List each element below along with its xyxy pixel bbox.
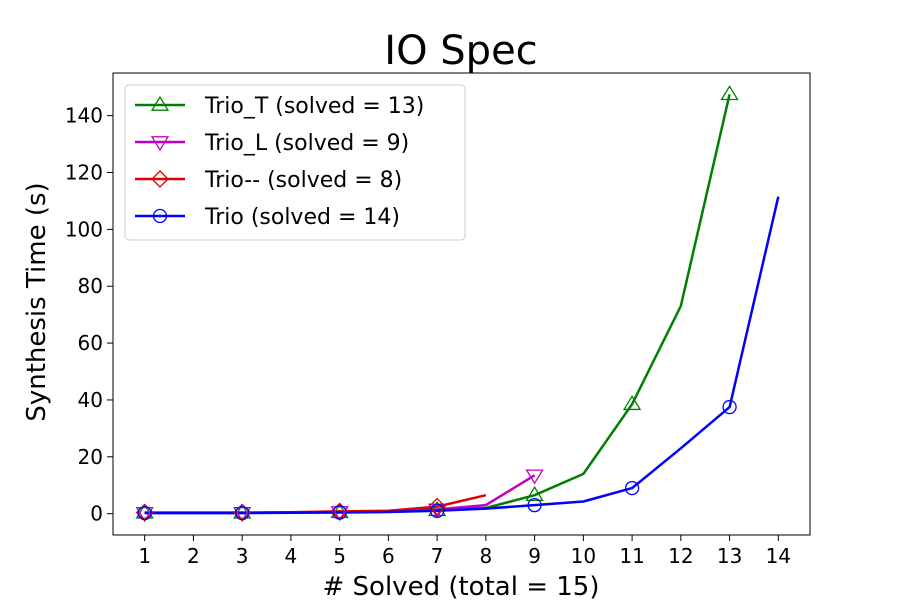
data-point-0-4 [330,503,349,519]
x-tick-label: 4 [285,544,298,568]
data-point-2-6 [428,497,447,516]
x-tick-label: 10 [571,544,596,568]
x-tick-label: 9 [528,544,541,568]
data-point-0-2 [233,503,252,519]
x-tick-label: 1 [138,544,151,568]
y-tick-label: 100 [65,217,103,241]
data-point-1-2 [233,506,252,523]
data-point-1-0 [135,506,154,523]
data-point-0-8 [525,485,544,502]
y-tick-label: 40 [78,388,103,412]
y-tick-label: 20 [78,445,103,469]
data-point-0-10 [622,394,642,411]
plot-markers [135,85,739,523]
data-point-3-10 [624,480,640,496]
x-tick-label: 3 [236,544,249,568]
legend: Trio_T (solved = 13) Trio_L (solved = 9) T… [124,84,466,241]
legend-label-1: Trio_L (solved = 9) [204,131,409,156]
x-tick-label: 8 [480,544,493,568]
x-tick-label: 7 [431,544,444,568]
chart-title: IO Spec [384,28,537,74]
y-tick-label: 60 [78,331,103,355]
x-axis-label: # Solved (total = 15) [323,572,600,600]
legend-label-2: Trio-- (solved = 8) [204,168,402,193]
data-point-3-8 [527,497,542,513]
data-point-1-8 [525,469,544,485]
data-point-3-0 [137,505,152,521]
data-point-3-4 [332,505,347,520]
x-tick-label: 11 [619,544,644,568]
legend-marker-3 [152,208,168,224]
legend-label-0: Trio_T (solved = 13) [204,94,424,119]
legend-marker-0 [150,95,170,111]
y-tick-label: 120 [65,161,103,185]
legend-marker-1 [150,136,170,152]
legend-box [124,84,466,241]
x-tick-label: 12 [668,544,693,568]
y-tick-label: 0 [90,502,103,526]
legend-marker-2 [151,170,169,188]
x-tick-label: 13 [717,544,742,568]
data-point-1-4 [330,506,349,522]
plot-frame [112,72,811,536]
x-tick-label: 6 [382,544,395,568]
legend-label-3: Trio (solved = 14) [204,205,400,230]
data-point-0-0 [135,503,154,519]
x-tick-label: 5 [333,544,346,568]
y-axis-label: Synthesis Time (s) [22,182,52,421]
data-point-3-2 [235,505,250,521]
data-point-0-12 [720,85,739,101]
data-point-3-12 [722,399,737,415]
data-point-3-6 [429,503,445,518]
y-tick-label: 80 [78,274,103,298]
x-tick-label: 14 [766,544,791,568]
axes [112,72,811,536]
series-line-3 [144,196,780,515]
y-tick-label: 140 [65,104,103,128]
x-tick-label: 2 [187,544,200,568]
